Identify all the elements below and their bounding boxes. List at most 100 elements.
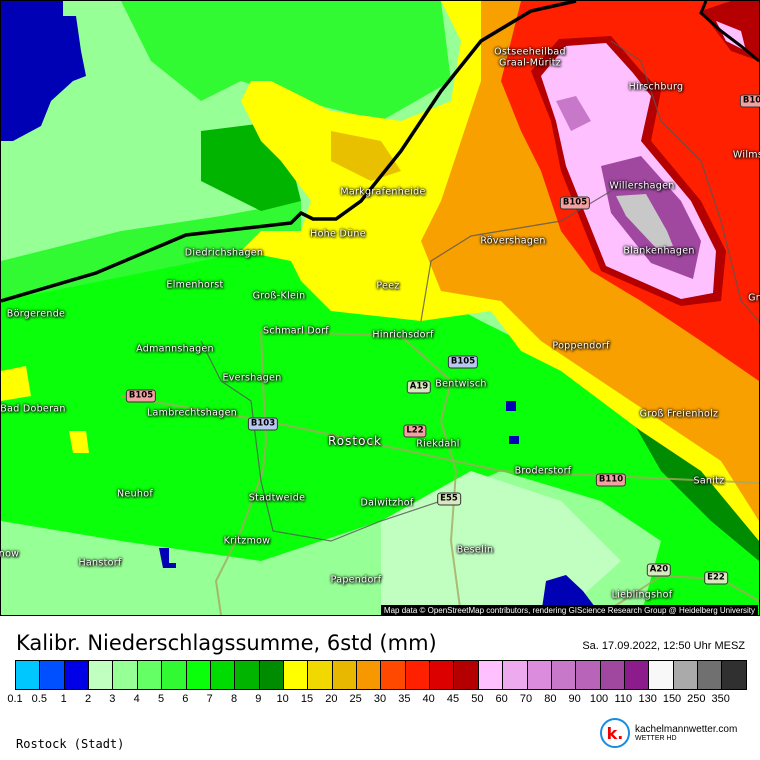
legend-tick-label: 100 [589,693,609,705]
legend-tick-label: 35 [398,693,411,705]
legend-swatch [259,661,284,689]
road-shield: B105 [447,355,479,369]
precipitation-layer [1,1,759,615]
place-label: Riekdahl [416,438,460,450]
legend-tick-label: 30 [373,693,387,705]
region-label: Rostock (Stadt) [16,737,125,751]
legend-swatch [210,661,236,689]
legend-tick-label: 90 [568,693,581,705]
legend-swatch [698,661,723,689]
timestamp: Sa. 17.09.2022, 12:50 Uhr MESZ [582,640,745,652]
place-label: Wilms [732,149,760,161]
legend-tick-label: 70 [519,693,533,705]
legend-tick-label: 7 [206,693,213,705]
legend-tick-label: 25 [349,693,362,705]
legend-tick-label: 20 [325,693,338,705]
place-label: Broderstorf [514,465,572,477]
legend-tick-label: 9 [255,693,262,705]
legend-tick-label: 8 [230,693,238,705]
place-label: Schmarl Dorf [263,325,329,337]
place-label: Blankenhagen [623,245,695,257]
legend-tick-label: 40 [422,693,435,705]
legend-tick-label: 350 [711,693,730,705]
legend-swatch [576,661,601,689]
radar-map[interactable]: Ostseeheilbad Graal-Müritz Hirschburg Wi… [0,0,760,616]
legend-tick-label: 10 [276,693,289,705]
legend-tick-label: 60 [495,693,508,705]
legend-tick-label: 0.5 [31,693,47,705]
place-label: Evershagen [222,372,282,384]
legend-tick-label: 2 [84,693,92,705]
legend-swatch [186,661,211,689]
place-label: now [0,548,20,560]
legend-swatch [649,661,674,689]
legend-swatch [454,661,479,689]
place-label: Rövershagen [480,235,546,247]
color-scale-labels: 0.1 0.5 1 2 3 4 5 6 7 8 9 10 15 20 25 30 35 40 45 50 60 70 80 9… [7,693,745,707]
color-scale [15,660,747,690]
place-label: Willershagen [609,180,675,192]
legend-tick-label: 80 [544,693,557,705]
place-label: Poppendorf [552,340,610,352]
logo-sub: WETTER HD [635,735,677,742]
legend-tick-label: 130 [638,693,657,705]
legend-swatch [64,661,90,689]
place-label: Lieblingshof [611,589,673,601]
map-attribution: Map data © OpenStreetMap contributors, r… [380,605,758,616]
place-label: Peez [376,280,400,292]
legend-swatch [527,661,552,689]
legend-swatch [40,661,65,689]
place-label: Hinrichsdorf [372,329,434,341]
legend-swatch [503,661,528,689]
legend-swatch [357,661,382,689]
road-shield: A20 [646,563,672,577]
road-shield: B110 [595,473,627,487]
road-shield: B105 [559,196,591,210]
place-label: Hirschburg [628,81,684,93]
place-label: Lambrechtshagen [146,407,238,419]
place-label: Papendorf [330,574,382,586]
road-shield: E22 [704,571,728,585]
road-shield: B103 [247,417,279,431]
place-label: Bad Doberan [0,403,66,415]
legend-swatch [113,661,138,689]
legend-tick-label: 4 [133,693,140,705]
place-label: Beselin [456,544,494,556]
place-label: Markgrafenheide [340,186,426,198]
legend-swatch [308,661,333,689]
place-label: Diedrichshagen [184,247,264,259]
legend-tick-label: 250 [687,693,706,705]
legend-tick-label: 110 [614,693,633,705]
place-label: Hohe Düne [310,228,366,240]
legend-tick-label: 0.1 [7,693,23,705]
logo-name: kachelmannwetter.com [635,724,738,735]
logo-icon: k. [600,718,630,748]
legend-tick-label: 3 [109,693,116,705]
place-label: Neuhof [117,488,153,500]
legend-swatch [430,661,455,689]
kachelmannwetter-logo[interactable]: k. kachelmannwetter.com WETTER HD [600,718,737,748]
place-label: Dalwitzhof [360,497,414,509]
place-label: Graal-Müritz [498,57,562,69]
legend-swatch [478,661,504,689]
legend-swatch [624,661,650,689]
legend-swatch [722,661,746,689]
road-shield: A19 [406,380,432,394]
legend-tick-label: 6 [182,693,189,705]
legend-swatch [600,661,625,689]
road-shield: E55 [437,492,461,506]
legend-swatch [283,661,309,689]
place-label: Ostseeheilbad [494,46,566,58]
place-label: Elmenhorst [166,279,224,291]
road-shield: B105 [125,389,157,403]
legend-tick-label: 50 [471,693,484,705]
place-label: Sanitz [693,475,725,487]
place-label: Stadtweide [248,492,306,504]
legend-swatch [405,661,431,689]
place-label: Groß-Klein [252,290,306,302]
city-label-rostock: Rostock [328,434,382,448]
legend-swatch [89,661,114,689]
place-label: Groß Freienholz [639,408,719,420]
legend-swatch [235,661,260,689]
legend-swatch [162,661,187,689]
